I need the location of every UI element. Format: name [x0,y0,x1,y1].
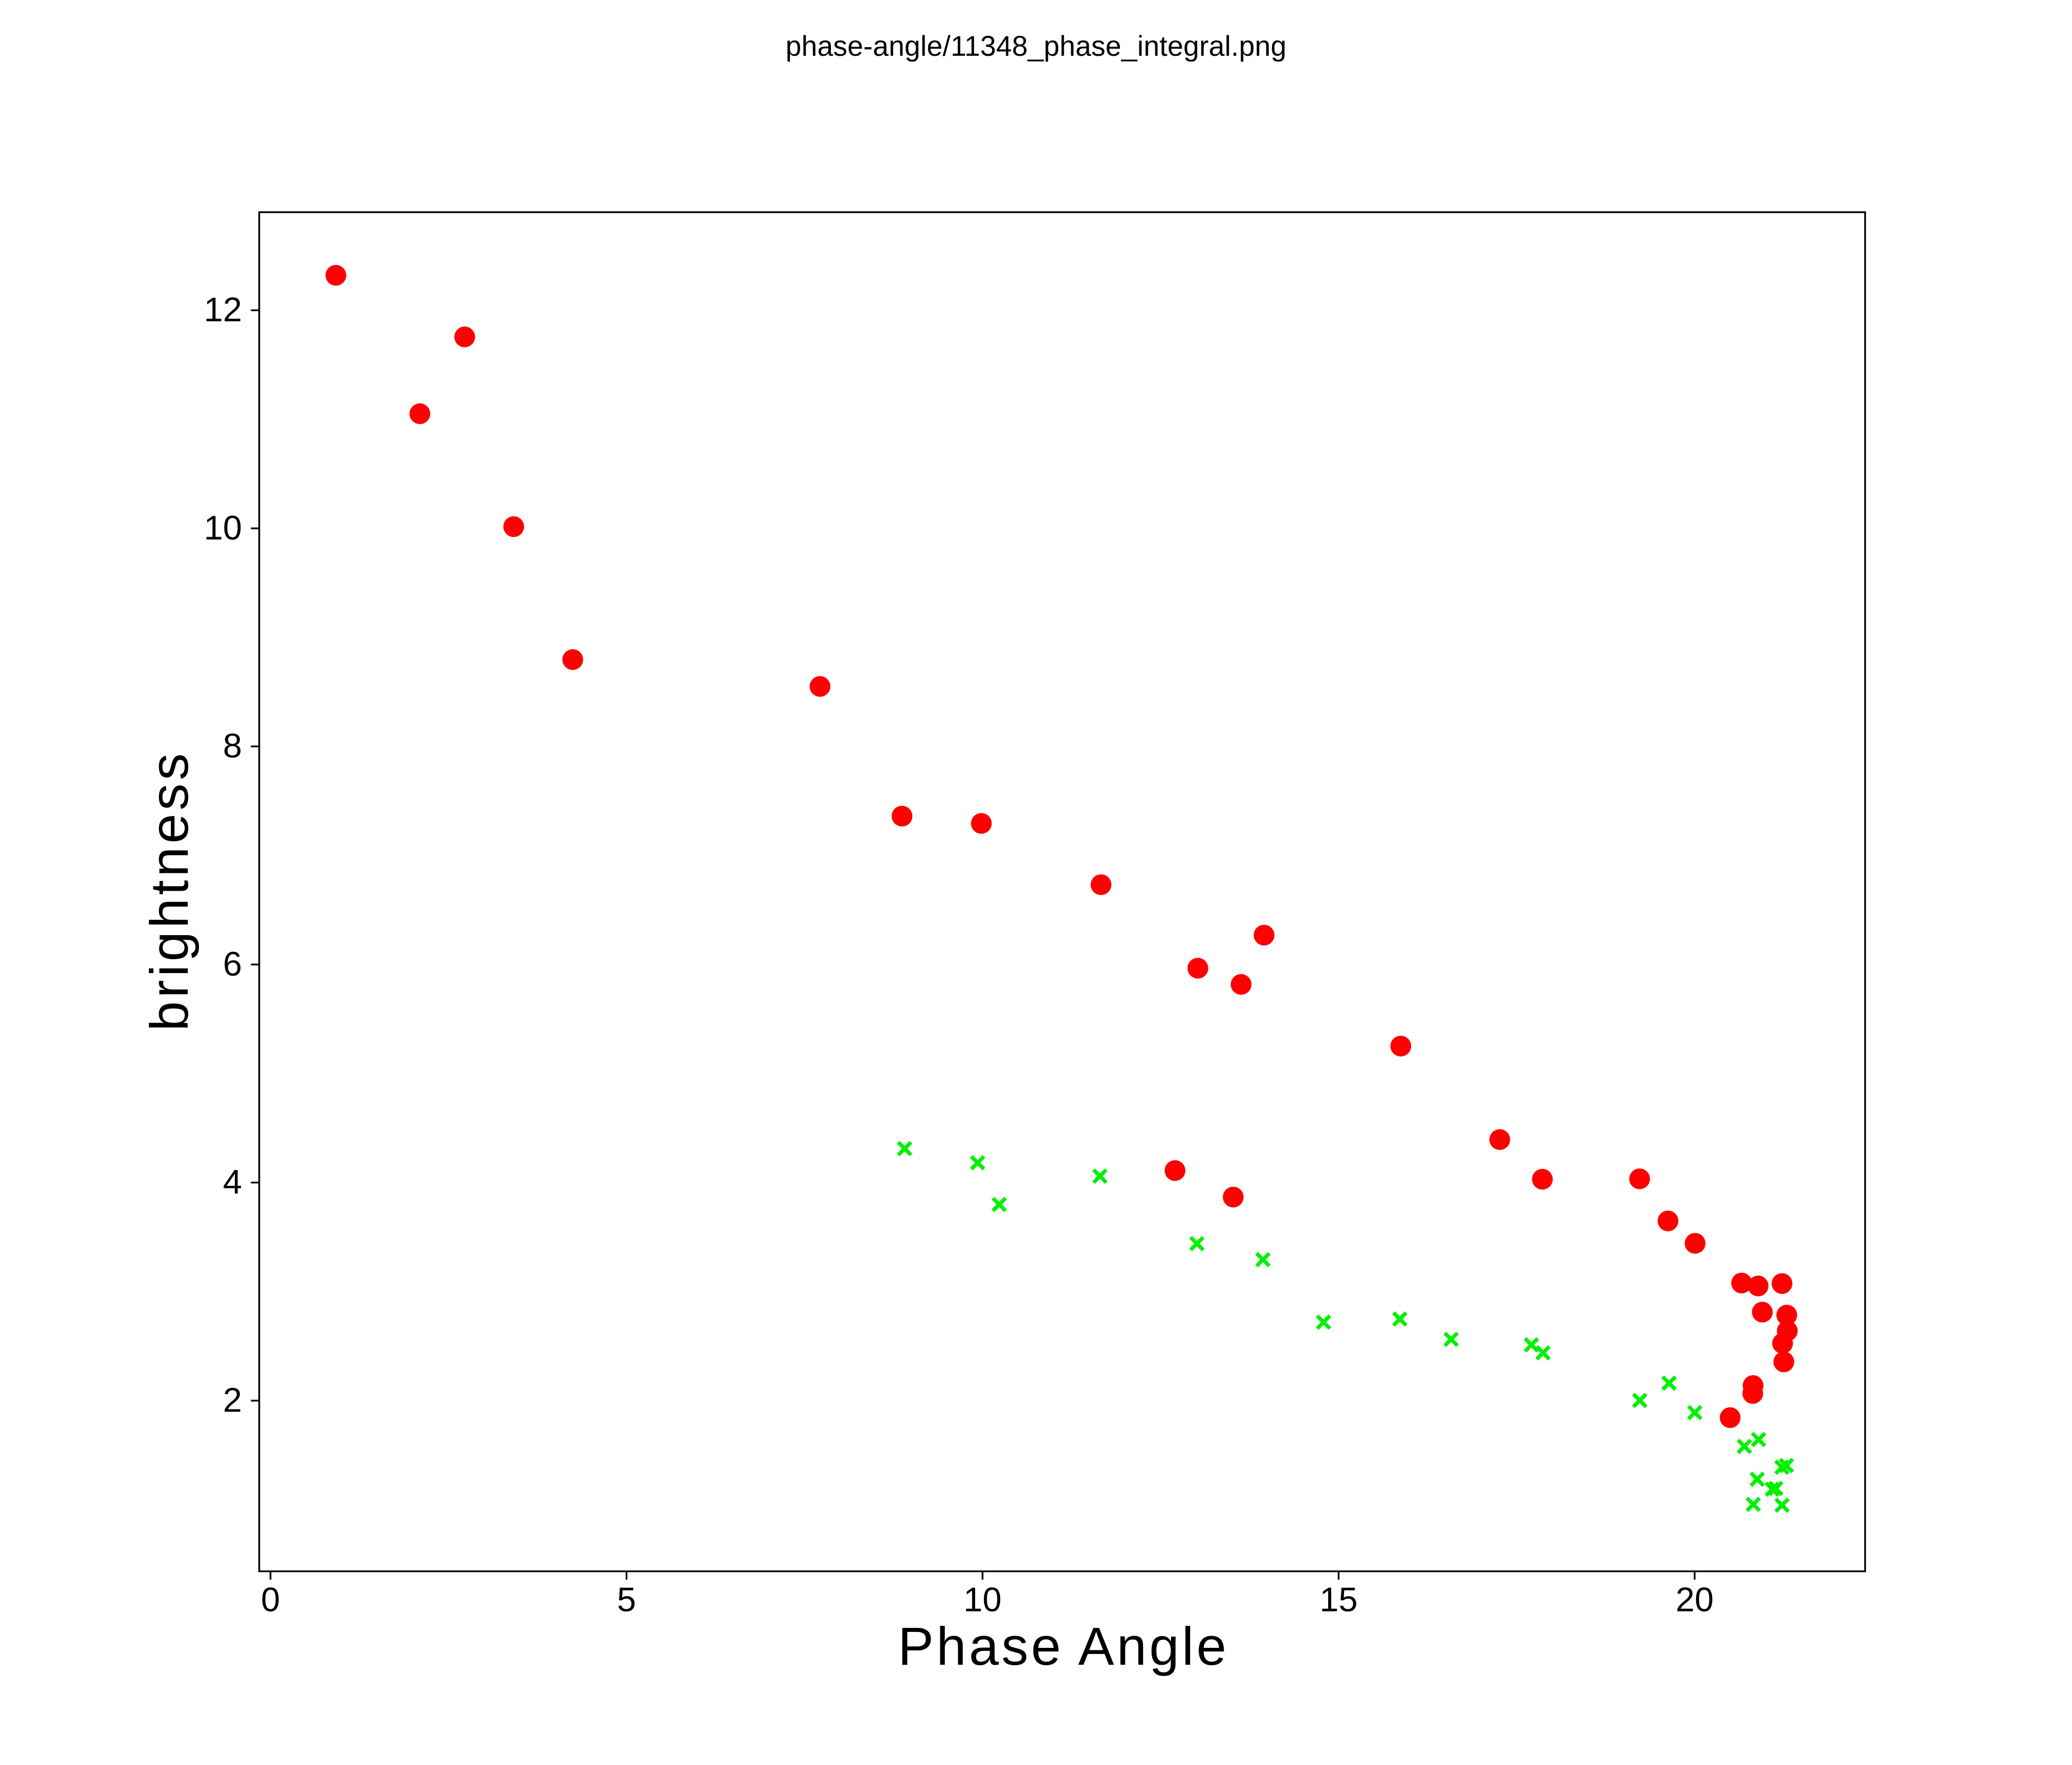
svg-text:2: 2 [223,1381,242,1419]
svg-text:brightness: brightness [140,754,200,1031]
svg-text:Phase Angle: Phase Angle [898,1617,1226,1676]
svg-text:phase-angle/11348_phase_integr: phase-angle/11348_phase_integral.png [786,30,1287,62]
svg-text:10: 10 [204,509,242,547]
svg-text:8: 8 [223,727,242,765]
svg-text:0: 0 [261,1581,280,1619]
svg-text:5: 5 [617,1581,636,1619]
svg-text:12: 12 [204,291,242,329]
svg-text:15: 15 [1319,1581,1358,1619]
svg-text:20: 20 [1676,1581,1714,1619]
svg-text:6: 6 [223,945,242,983]
svg-text:4: 4 [223,1163,242,1201]
svg-text:10: 10 [963,1581,1002,1619]
